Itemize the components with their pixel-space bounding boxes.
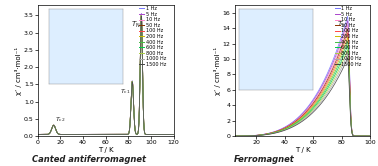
- Y-axis label: χ’ / cm³·mol⁻¹: χ’ / cm³·mol⁻¹: [214, 46, 221, 95]
- Text: Canted antiferromagnet: Canted antiferromagnet: [32, 155, 146, 164]
- Text: $T_{\rm c}$: $T_{\rm c}$: [337, 20, 345, 30]
- X-axis label: T / K: T / K: [295, 147, 310, 153]
- Text: Ferromagnet: Ferromagnet: [234, 155, 295, 164]
- Text: $T_{\rm N}$: $T_{\rm N}$: [131, 20, 140, 30]
- Y-axis label: χ’ / cm³·mol⁻¹: χ’ / cm³·mol⁻¹: [15, 46, 22, 95]
- X-axis label: T / K: T / K: [98, 147, 113, 153]
- Legend: 1 Hz, 5 Hz, 10 Hz, 50 Hz, 100 Hz, 200 Hz, 400 Hz, 600 Hz, 800 Hz, 1000 Hz, 1500 : 1 Hz, 5 Hz, 10 Hz, 50 Hz, 100 Hz, 200 Hz…: [139, 6, 166, 67]
- Legend: 1 Hz, 5 Hz, 10 Hz, 50 Hz, 100 Hz, 200 Hz, 400 Hz, 600 Hz, 800 Hz, 1000 Hz, 1500 : 1 Hz, 5 Hz, 10 Hz, 50 Hz, 100 Hz, 200 Hz…: [335, 6, 361, 67]
- Text: $T_{\rm c2}$: $T_{\rm c2}$: [55, 115, 65, 124]
- Text: $T_{\rm c1}$: $T_{\rm c1}$: [120, 87, 130, 96]
